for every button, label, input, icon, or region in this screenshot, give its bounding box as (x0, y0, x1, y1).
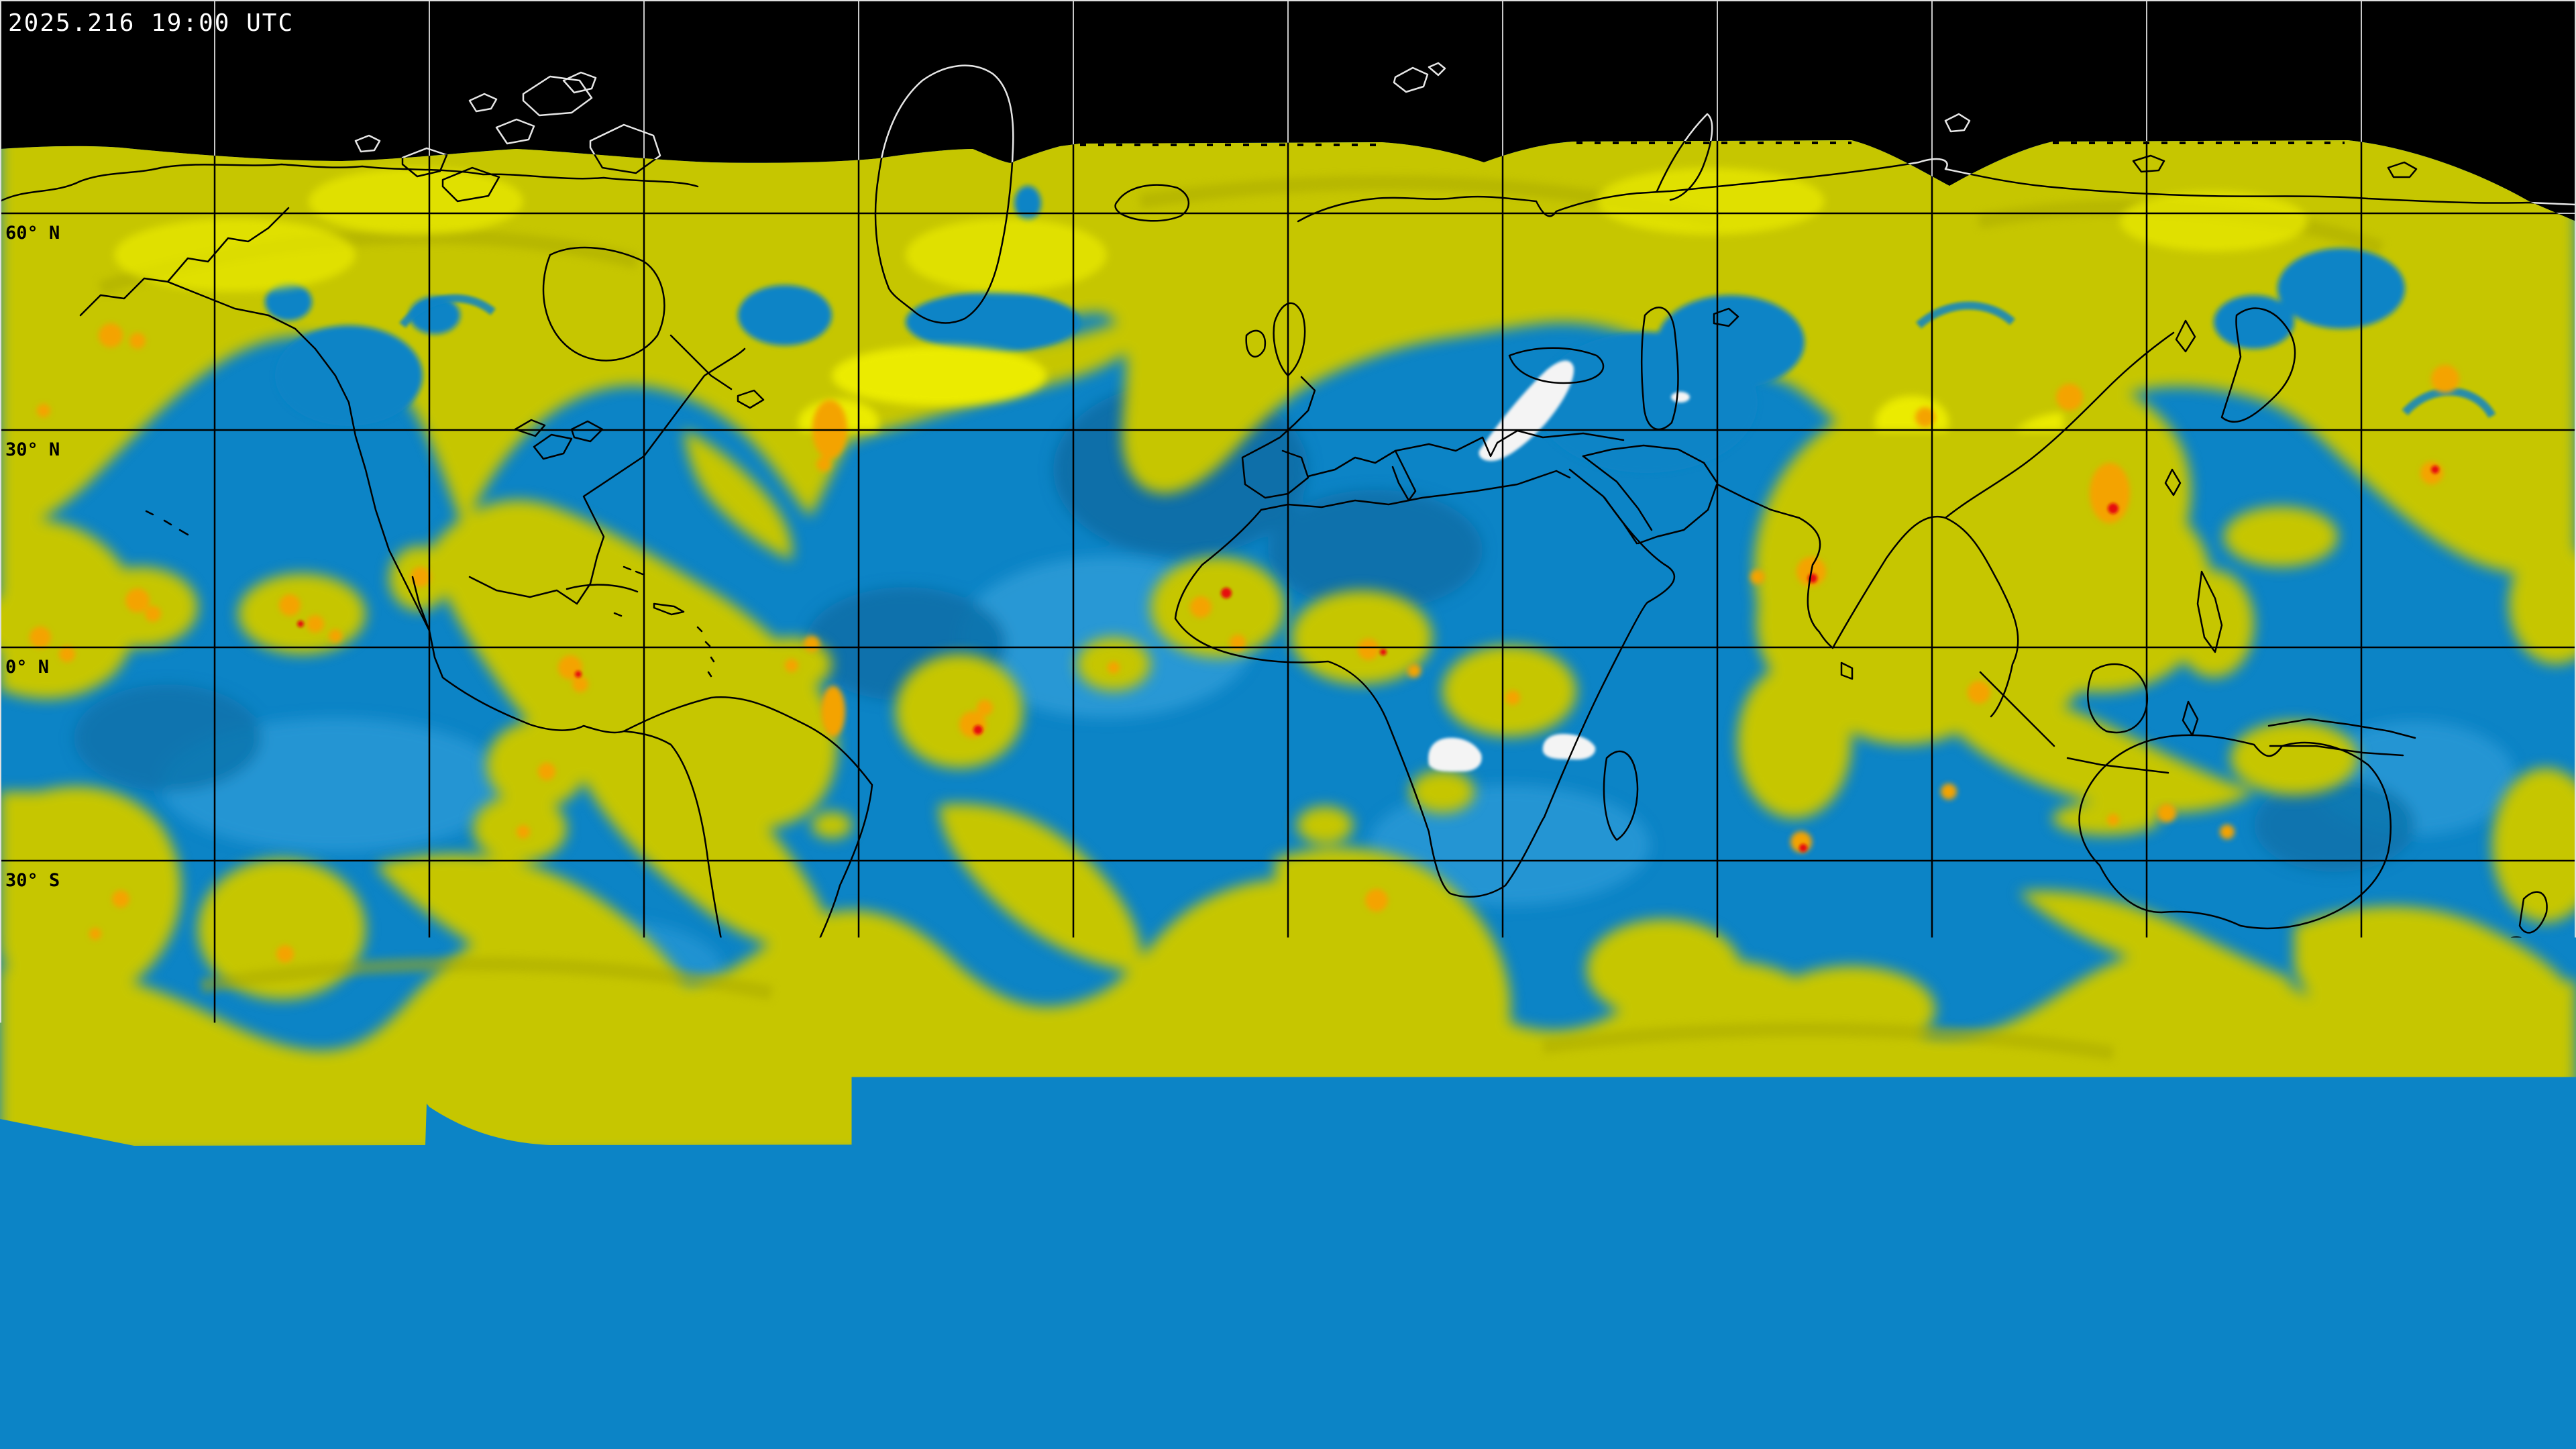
tick-250: 250 (1310, 1345, 1356, 1375)
data-region (0, 0, 2576, 1288)
colorbar-gradient-bar (717, 1304, 1861, 1330)
tick-220: 220 (1046, 1345, 1093, 1375)
latitude-label-60s: 60° S (5, 1083, 60, 1104)
latitude-label-0n: 0° N (5, 657, 49, 678)
latitude-label-60n: 60° N (5, 223, 60, 244)
tick-270: 270 (1486, 1345, 1532, 1375)
colorbar-caption: Brightness Temperature in 6.75um, Kelvin (965, 1383, 1611, 1414)
latitude-label-30n: 30° N (5, 439, 60, 460)
tick-300: 300 (1750, 1345, 1796, 1375)
tick-210: 210 (958, 1345, 1004, 1375)
tick-260: 260 (1398, 1345, 1444, 1375)
tick-180: 180 (694, 1345, 741, 1375)
satellite-water-vapor-composite: 2025.216 19:00 UTC 60° N 30° N 0° N 30° … (0, 0, 2576, 1449)
tick-290: 290 (1662, 1345, 1709, 1375)
tick-230: 230 (1134, 1345, 1181, 1375)
tick-200: 200 (870, 1345, 916, 1375)
tick-240: 240 (1222, 1345, 1269, 1375)
tick-310: 310 (1838, 1345, 1884, 1375)
tick-190: 190 (782, 1345, 828, 1375)
latitude-label-30s: 30° S (5, 870, 60, 891)
tick-280: 280 (1574, 1345, 1620, 1375)
timestamp: 2025.216 19:00 UTC (8, 9, 294, 37)
